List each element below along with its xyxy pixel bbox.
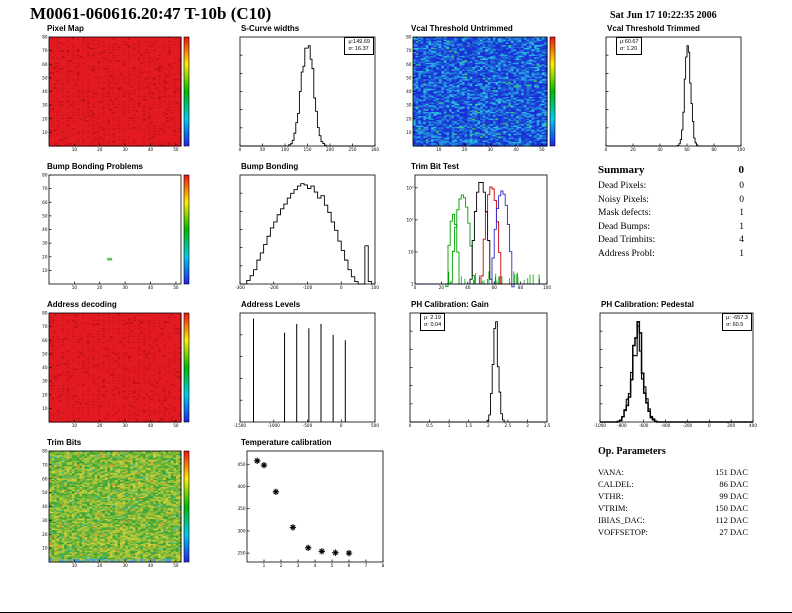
bump-problems-plot: Bump Bonding Problems <box>36 162 198 294</box>
op-parameter-row: CALDEL: 86 DAC <box>598 479 748 489</box>
summary-row: Dead Bumps: 1 <box>598 221 744 232</box>
trimbit-test-plot: Trim Bit Test <box>400 162 552 294</box>
pixel-map-canvas <box>36 34 198 156</box>
plot-title: Temperature calibration <box>241 438 332 447</box>
op-parameters-panel: Op. Parameters VANA: 151 DAC CALDEL: 86 DA… <box>598 446 748 538</box>
summary-row: Dead Trimbits: 4 <box>598 235 744 245</box>
stats-mu: μ:60.67 <box>620 39 639 45</box>
report-date: Sat Jun 17 10:22:35 2006 <box>610 10 717 21</box>
vcal-untrimmed-canvas <box>400 34 564 156</box>
plot-title: Address decoding <box>47 300 117 309</box>
temperature-calibration-plot: Temperature calibration <box>230 438 388 572</box>
temperature-calibration-canvas <box>230 448 388 572</box>
plot-title: Trim Bit Test <box>411 162 459 171</box>
ph-gain-plot: PH Calibration: Gain μ: 2.19 σ: 0.04 <box>400 300 552 432</box>
stats-box: μ: -657.3 σ: 60.5 <box>722 313 752 331</box>
plot-title: PH Calibration: Gain <box>411 300 489 309</box>
address-levels-plot: Address Levels <box>230 300 380 432</box>
stats-sigma: σ: 0.04 <box>424 322 442 328</box>
stats-mu: μ: 2.19 <box>424 315 441 321</box>
trimbit-test-canvas <box>400 172 552 294</box>
trim-bits-canvas <box>36 448 198 572</box>
summary-total: 0 <box>738 164 745 176</box>
vcal-trimmed-plot: Vcal Threshold Trimmed μ:60.67 σ: 1.20 <box>596 24 746 156</box>
op-parameter-row: IBIAS_DAC: 112 DAC <box>598 515 748 525</box>
plot-title: PH Calibration: Pedestal <box>601 300 694 309</box>
summary-title: Summary <box>598 164 645 176</box>
op-parameter-row: VANA: 151 DAC <box>598 467 748 477</box>
summary-row: Address Probl: 1 <box>598 248 744 259</box>
pixel-map-plot: Pixel Map <box>36 24 198 156</box>
address-decoding-plot: Address decoding <box>36 300 198 432</box>
plot-title: Address Levels <box>241 300 301 309</box>
summary-panel: Summary 0 Dead Pixels: 0 Noisy Pixels: 0 M… <box>598 164 744 261</box>
trim-bits-plot: Trim Bits <box>36 438 198 572</box>
ph-pedestal-plot: PH Calibration: Pedestal μ: -657.3 σ: 60… <box>590 300 758 432</box>
summary-header: Summary 0 <box>598 164 744 176</box>
plot-title: Pixel Map <box>47 24 84 33</box>
plot-title: Bump Bonding <box>241 162 299 171</box>
op-parameter-row: VTRIM: 150 DAC <box>598 503 748 513</box>
bump-bonding-plot: Bump Bonding <box>230 162 380 294</box>
scurve-widths-plot: S-Curve widths μ:149.69 σ: 16.37 <box>230 24 380 156</box>
stats-box: μ: 2.19 σ: 0.04 <box>420 313 446 331</box>
stats-mu: μ:149.69 <box>348 39 370 45</box>
plot-title: Vcal Threshold Untrimmed <box>411 24 513 33</box>
summary-row: Dead Pixels: 0 <box>598 181 744 191</box>
stats-box: μ:149.69 σ: 16.37 <box>344 37 374 55</box>
plot-title: Bump Bonding Problems <box>47 162 143 171</box>
stats-box: μ:60.67 σ: 1.20 <box>616 37 643 55</box>
stats-sigma: σ: 16.37 <box>348 46 369 52</box>
stats-sigma: σ: 60.5 <box>726 322 744 328</box>
plot-title: Trim Bits <box>47 438 82 447</box>
address-levels-canvas <box>230 310 380 432</box>
bump-bonding-canvas <box>230 172 380 294</box>
op-parameters-title: Op. Parameters <box>598 446 666 457</box>
stats-sigma: σ: 1.20 <box>620 46 638 52</box>
page-title: M0061-060616.20:47 T-10b (C10) <box>30 4 272 23</box>
vcal-untrimmed-plot: Vcal Threshold Untrimmed <box>400 24 564 156</box>
plot-title: S-Curve widths <box>241 24 300 33</box>
summary-row: Noisy Pixels: 0 <box>598 194 744 205</box>
stats-mu: μ: -657.3 <box>726 315 748 321</box>
summary-row: Mask defects: 1 <box>598 208 744 218</box>
op-parameter-row: VTHR: 99 DAC <box>598 491 748 501</box>
address-decoding-canvas <box>36 310 198 432</box>
bump-problems-canvas <box>36 172 198 294</box>
op-parameter-row: VOFFSETOP: 27 DAC <box>598 527 748 537</box>
plot-title: Vcal Threshold Trimmed <box>607 24 700 33</box>
